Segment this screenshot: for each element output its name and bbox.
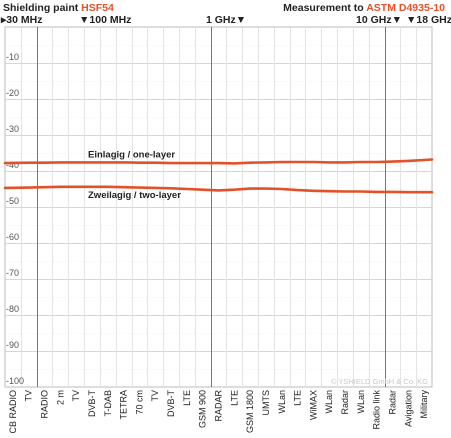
standard-name: ASTM D4935-10	[366, 2, 445, 14]
measurement-prefix: Measurement to	[283, 2, 367, 14]
y-tick-label: -100	[6, 376, 24, 386]
category-label: Radio link	[372, 390, 382, 430]
category-label: Radar	[340, 390, 350, 415]
watermark: © YSHIELD GmbH & Co. KG	[331, 377, 428, 386]
y-tick-label: -70	[6, 268, 19, 278]
freq-mark-1ghz: 1 GHz▼	[206, 14, 247, 26]
category-label: 70 cm	[134, 390, 144, 415]
category-label: DVB-T	[87, 389, 97, 417]
category-label: TV	[24, 390, 34, 402]
product-name: HSF54	[81, 2, 114, 14]
series-labels: Einlagig / one-layer Zweilagig / two-laye…	[88, 149, 181, 200]
y-tick-label: -50	[6, 196, 19, 206]
category-label: T-DAB	[103, 390, 113, 417]
series-label-one-layer: Einlagig / one-layer	[88, 149, 175, 160]
category-label: GSM 900	[198, 390, 208, 428]
chart-header: Shielding paint HSF54 Measurement to AST…	[0, 0, 451, 28]
category-label: GSM 1800	[245, 390, 255, 433]
category-label: WLan	[324, 390, 334, 414]
y-tick-label: -90	[6, 340, 19, 350]
marker-triangle-icon: ▼	[391, 14, 403, 26]
series-line-1	[3, 158, 434, 165]
marker-triangle-icon: ▼	[406, 14, 417, 26]
marker-triangle-icon: ▼	[79, 14, 90, 26]
y-tick-label: -10	[6, 52, 19, 62]
category-label: TETRA	[119, 390, 129, 420]
category-label: RADIO	[40, 390, 50, 419]
y-axis-ticks: -10 -20 -30 -40 -50 -60 -70 -80 -90 -100	[6, 52, 24, 386]
freq-mark-18ghz: ▼18 GHz	[406, 14, 451, 26]
series-lines	[3, 158, 434, 194]
category-label: TV	[71, 390, 81, 402]
y-tick-label: -40	[6, 160, 19, 170]
y-tick-label: -80	[6, 304, 19, 314]
category-labels: CB RADIO TV RADIO 2 m TV DVB-T T-DAB TETRA 70 cm…	[8, 389, 429, 433]
freq-mark-30mhz: ▸30 MHz	[1, 14, 43, 26]
category-label: WLan	[356, 390, 366, 414]
category-label: UMTS	[261, 390, 271, 416]
title-prefix: Shielding paint	[3, 2, 82, 14]
series-line-2	[3, 185, 434, 194]
category-label: WLan	[277, 390, 287, 414]
marker-triangle-icon: ▸	[1, 14, 7, 26]
category-label: 2 m	[55, 390, 65, 405]
freq-mark-10ghz: 10 GHz▼	[356, 14, 403, 26]
category-label: DVB-T	[166, 389, 176, 417]
grid	[4, 26, 433, 388]
category-label: LTE	[182, 390, 192, 406]
category-label: Military	[419, 390, 429, 419]
y-tick-label: -30	[6, 124, 19, 134]
category-label: Avigation	[403, 390, 413, 427]
y-tick-label: -20	[6, 88, 19, 98]
category-label: WiMAX	[308, 390, 318, 420]
category-label: RADAR	[214, 390, 224, 422]
marker-triangle-icon: ▼	[235, 14, 247, 26]
category-label: Radar	[388, 390, 398, 415]
category-label: CB RADIO	[8, 390, 18, 434]
category-label: LTE	[229, 390, 239, 406]
measurement-standard: Measurement to ASTM D4935-10	[283, 2, 445, 14]
y-tick-label: -60	[6, 232, 19, 242]
series-label-two-layer: Zweilagig / two-layer	[88, 190, 181, 201]
freq-mark-100mhz: ▼100 MHz	[79, 14, 132, 26]
chart-title: Shielding paint HSF54	[3, 2, 114, 14]
category-label: TV	[150, 390, 160, 402]
category-label: LTE	[293, 390, 303, 406]
